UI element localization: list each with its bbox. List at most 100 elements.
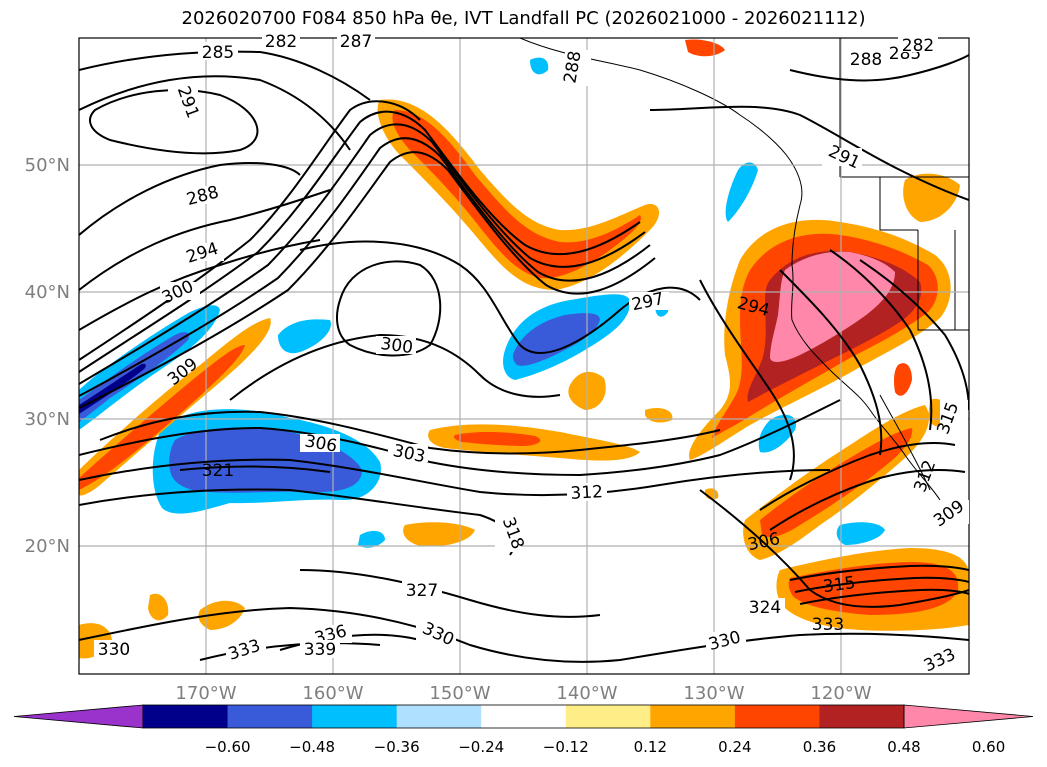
colorbar-cell [819, 705, 905, 728]
colorbar-cell [481, 705, 567, 728]
lon-label: 150°W [429, 683, 490, 704]
warm-arc-goa-inner [392, 110, 641, 279]
colorbar-extend-max [903, 704, 1034, 729]
contour-baja-1 [759, 442, 956, 511]
warm-band-sw-inner [79, 345, 245, 490]
contour-288-north [79, 75, 351, 151]
contour-306 [79, 399, 841, 477]
contour-324 [699, 489, 969, 608]
contour-jet-2 [79, 110, 641, 373]
contour-327 [299, 569, 601, 618]
contour-300-loop [336, 260, 442, 357]
contour-label: 339 [304, 640, 336, 660]
blue-patch-5 [836, 522, 885, 545]
contour-jet-5 [79, 151, 656, 409]
blue-patch-3 [725, 162, 758, 222]
lat-label: 20°N [25, 536, 70, 557]
contour-se-2 [794, 576, 969, 593]
colorbar-tick-label: −0.24 [458, 738, 504, 756]
border-state-2 [917, 230, 969, 331]
contour-nw-ne [649, 105, 969, 201]
colorbar-cell [565, 705, 651, 728]
colorbar-tick-label: −0.60 [205, 738, 251, 756]
colorbar-tick-label: −0.48 [289, 738, 335, 756]
lon-label: 160°W [302, 683, 363, 704]
contour-label: 300 [379, 334, 414, 358]
contour-336 [279, 633, 421, 651]
lon-tick-labels: 170°W 160°W 150°W 140°W 130°W 120°W [175, 683, 871, 704]
colorbar-cell [396, 705, 482, 728]
contour-land-1 [699, 279, 795, 481]
colorbar-cell [143, 705, 229, 728]
border-state-1 [879, 177, 918, 231]
warm-patch-2 [403, 522, 475, 547]
warm-band-baja-inner [760, 428, 913, 537]
colorbar-tick-label: 0.60 [972, 738, 1005, 756]
colorbar-tick-label: −0.12 [543, 738, 589, 756]
contour-303 [99, 410, 721, 455]
contour-jet-1 [79, 100, 421, 361]
blue-filament-west-core [79, 363, 146, 414]
warm-patch-3 [903, 173, 960, 222]
lat-label: 50°N [25, 155, 70, 176]
colorbar-cells [13, 704, 1034, 729]
contour-label: 285 [202, 43, 234, 63]
contour-label: 321 [202, 461, 234, 481]
colorbar: −0.60 −0.48 −0.36 −0.24 −0.12 0.12 0.24 0.36 0.4… [13, 704, 1034, 756]
contour-label: 333 [812, 615, 844, 635]
theta-e-contours [79, 50, 969, 663]
contour-label: 312 [570, 482, 603, 504]
colorbar-tick-label: −0.36 [374, 738, 420, 756]
contour-label: 287 [340, 32, 372, 52]
contour-300-west [79, 239, 321, 331]
colorbar-tick-label: 0.24 [718, 738, 751, 756]
contour-label: 315 [822, 573, 857, 597]
lon-label: 130°W [683, 683, 744, 704]
contour-288-ne [789, 54, 969, 82]
lon-label: 120°W [810, 683, 871, 704]
map-content [79, 38, 969, 674]
contour-312 [79, 458, 831, 497]
map-title: 2026020700 F084 850 hPa θe, IVT Landfall… [181, 8, 866, 29]
contour-294 [79, 189, 331, 291]
contour-jet-3 [79, 123, 646, 385]
coastline-california [791, 319, 941, 501]
warm-region-california-pink [770, 251, 895, 362]
colorbar-cell [312, 705, 398, 728]
blue-patch-6 [358, 530, 385, 548]
contour-330 [79, 606, 969, 663]
colorbar-tick-label: 0.48 [887, 738, 920, 756]
contour-288 [79, 162, 301, 236]
map-frame [78, 37, 970, 675]
colorbar-frame [142, 704, 905, 729]
warm-patch-9 [148, 593, 169, 621]
contour-300-c [229, 333, 561, 401]
contour-321 [179, 465, 331, 473]
lon-label: 170°W [175, 683, 236, 704]
contour-land-3 [829, 249, 933, 431]
colorbar-cell [650, 705, 736, 728]
contour-label: 330 [98, 640, 130, 660]
colorbar-extend-min [13, 704, 144, 729]
blue-patch-2 [530, 57, 549, 75]
contour-land-2 [779, 269, 883, 456]
colorbar-cell [734, 705, 820, 728]
contour-label: 327 [406, 581, 438, 601]
contour-land-4 [859, 259, 969, 411]
contour-label: 282 [902, 36, 934, 56]
blue-patch-4 [758, 414, 796, 453]
lat-label: 30°N [25, 409, 70, 430]
colorbar-cell [227, 705, 313, 728]
blue-filament-west-inner [79, 332, 190, 422]
colorbar-tick-label: 0.36 [803, 738, 836, 756]
contour-jet-4 [79, 137, 651, 397]
lon-label: 140°W [556, 683, 617, 704]
colorbar-ticks: −0.60 −0.48 −0.36 −0.24 −0.12 0.12 0.24 0.36 0.4… [205, 738, 1006, 756]
contour-label: 282 [265, 32, 297, 52]
lat-tick-labels: 50°N 40°N 30°N 20°N [25, 155, 70, 557]
contour-label: 288 [850, 50, 882, 70]
warm-patch-6 [685, 39, 725, 57]
warm-patch-7 [894, 363, 912, 396]
colorbar-tick-label: 0.12 [634, 738, 667, 756]
